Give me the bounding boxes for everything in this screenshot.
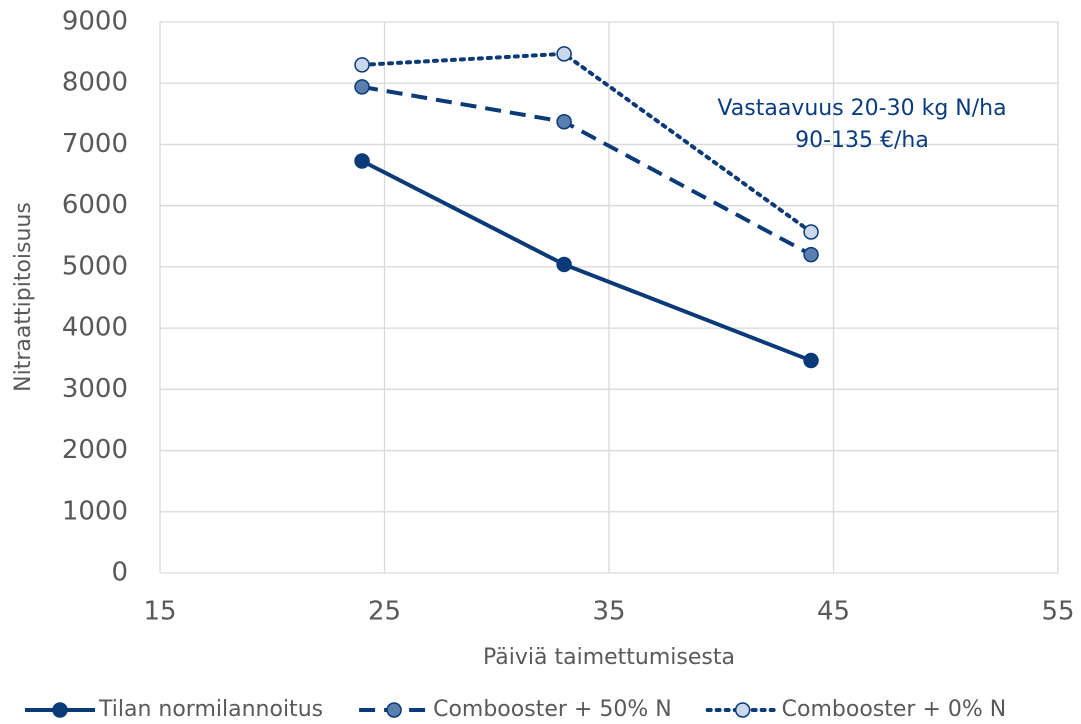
point bbox=[803, 352, 819, 369]
point bbox=[803, 246, 819, 263]
y-tick-label: 3000 bbox=[62, 374, 128, 404]
point bbox=[556, 256, 572, 273]
x-tick-label: 35 bbox=[592, 597, 625, 627]
point bbox=[556, 46, 572, 62]
legend-marker bbox=[734, 702, 751, 718]
x-tick-label: 15 bbox=[143, 597, 176, 627]
y-tick-label: 6000 bbox=[62, 190, 128, 220]
y-tick-label: 7000 bbox=[62, 129, 128, 159]
point bbox=[803, 224, 819, 240]
y-tick-label: 5000 bbox=[62, 251, 128, 281]
x-tick-label: 45 bbox=[817, 597, 850, 627]
legend-marker bbox=[52, 702, 68, 718]
point bbox=[354, 79, 370, 95]
series-line bbox=[361, 159, 812, 363]
y-tick-label: 1000 bbox=[62, 496, 128, 526]
legend-marker bbox=[386, 702, 402, 718]
x-tick-label: 55 bbox=[1041, 597, 1074, 627]
y-axis-title: Nitraattipitoisuus bbox=[11, 202, 36, 392]
point bbox=[556, 114, 572, 130]
x-axis-title: Päiviä taimettumisesta bbox=[483, 645, 735, 670]
point bbox=[354, 153, 370, 169]
y-tick-label: 2000 bbox=[62, 435, 128, 465]
annotation: Vastaavuus 20-30 kg N/ha bbox=[717, 96, 1006, 121]
annotation: 90-135 €/ha bbox=[795, 128, 929, 153]
legend-label: Combooster + 50% N bbox=[433, 697, 672, 722]
y-tick-label: 0 bbox=[111, 558, 128, 588]
legend-label: Combooster + 0% N bbox=[782, 697, 1007, 722]
y-tick-label: 9000 bbox=[62, 7, 128, 37]
x-tick-label: 25 bbox=[368, 597, 401, 627]
point bbox=[354, 57, 370, 73]
y-tick-label: 8000 bbox=[62, 68, 128, 98]
y-tick-label: 4000 bbox=[62, 313, 128, 343]
legend-label: Tilan normilannoitus bbox=[98, 697, 323, 722]
